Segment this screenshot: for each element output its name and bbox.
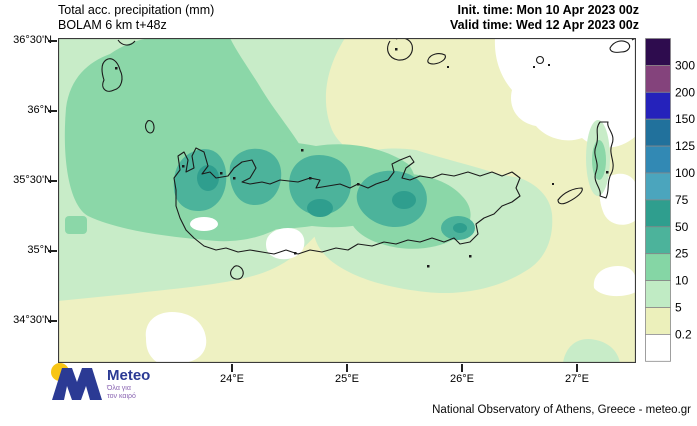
lon-tick-mark: [576, 364, 578, 372]
colorbar-swatch: [645, 64, 671, 93]
title-line-1: Total acc. precipitation (mm): [58, 3, 215, 17]
precip-region-below-0.2mm: [599, 173, 636, 225]
colorbar-swatch: [645, 253, 671, 281]
lat-tick-label: 36°N: [27, 104, 52, 116]
colorbar-label: 100: [675, 166, 695, 180]
lon-tick-mark: [461, 364, 463, 372]
colorbar-label: 5: [675, 301, 682, 315]
precip-region-25-50mm: [229, 148, 282, 206]
precip-region-10-25mm: [65, 216, 87, 234]
lon-tick-label: 25°E: [335, 373, 359, 385]
lat-tick-mark: [48, 320, 57, 322]
colorbar-swatch: [645, 172, 671, 201]
precip-region-below-0.2mm: [593, 266, 636, 297]
lon-tick-label: 27°E: [565, 373, 589, 385]
precip-region-below-0.2mm: [145, 312, 207, 363]
colorbar-swatch: [645, 333, 671, 362]
precip-region-25-50mm: [289, 154, 352, 215]
colorbar-swatch: [645, 91, 671, 120]
crete-coastline: [173, 147, 521, 255]
colorbar-label: 300: [675, 58, 695, 72]
colorbar-label: 0.2: [675, 327, 692, 341]
colorbar-label: 10: [675, 274, 689, 288]
logo-brand-text: Meteo: [107, 367, 150, 384]
map-frame: [58, 38, 636, 363]
colorbar-swatch: [645, 199, 671, 228]
lat-tick-mark: [48, 180, 57, 182]
map-point-markers: [115, 48, 609, 268]
lat-tick-label: 35°N: [27, 244, 52, 256]
init-time: Init. time: Mon 10 Apr 2023 00z: [457, 3, 639, 17]
lat-tick-mark: [48, 250, 57, 252]
valid-time: Valid time: Wed 12 Apr 2023 00z: [450, 18, 639, 32]
map-title: Total acc. precipitation (mm) BOLAM 6 km…: [58, 3, 214, 33]
colorbar-label: 150: [675, 112, 695, 126]
small-island: [609, 40, 631, 53]
precip-region-5-10mm: [563, 338, 620, 363]
precip-region-50-75mm: [392, 191, 416, 209]
logo-m-icon: [52, 368, 102, 400]
colorbar-swatch: [645, 38, 671, 66]
logo-tagline-line2: τον καιρό: [107, 392, 136, 400]
small-island: [145, 120, 155, 134]
lon-tick-mark: [231, 364, 233, 372]
lat-tick-mark: [48, 40, 57, 42]
colorbar-swatch: [645, 118, 671, 147]
lon-tick-mark: [346, 364, 348, 372]
colorbar-swatch: [645, 280, 671, 308]
small-island: [427, 53, 446, 65]
lat-tick-label: 35°30'N: [13, 174, 52, 186]
lat-tick-label: 36°30'N: [13, 34, 52, 46]
run-times: Init. time: Mon 10 Apr 2023 00z Valid ti…: [450, 3, 639, 33]
colorbar-label: 25: [675, 247, 689, 261]
small-island: [535, 55, 545, 65]
precip-region-below-0.2mm: [494, 38, 636, 148]
lon-tick-label: 26°E: [450, 373, 474, 385]
precipitation-map: [58, 38, 636, 363]
title-line-2: BOLAM 6 km t+48z: [58, 18, 167, 32]
gavdos-island: [230, 265, 244, 280]
colorbar-label: 125: [675, 139, 695, 153]
small-island: [117, 39, 136, 46]
credit-text: National Observatory of Athens, Greece -…: [432, 404, 691, 416]
milos-island: [101, 58, 123, 92]
karpathos-island: [594, 121, 614, 199]
lat-tick-mark: [48, 110, 57, 112]
precip-region-50-75mm: [307, 199, 333, 217]
meteo-logo: Meteo Όλα για τον καιρό: [51, 363, 150, 400]
precip-region-50-75mm: [453, 223, 467, 233]
precip-region-10-25mm: [592, 140, 606, 180]
lat-tick-label: 34°30'N: [13, 314, 52, 326]
precip-region-below-0.2mm: [190, 217, 218, 231]
colorbar-swatch: [645, 145, 671, 174]
colorbar-swatch: [645, 226, 671, 255]
kasos-island: [557, 187, 583, 205]
logo-tagline-line1: Όλα για: [106, 385, 131, 392]
colorbar-label: 200: [675, 85, 695, 99]
colorbar-label: 50: [675, 220, 689, 234]
precip-region-below-0.2mm: [266, 228, 305, 260]
lon-tick-label: 24°E: [220, 373, 244, 385]
colorbar-swatch: [645, 307, 671, 335]
colorbar: 300 200 150 125 100 75 50 25 10 5 0.2: [645, 38, 695, 362]
colorbar-label: 75: [675, 193, 689, 207]
precip-region-50-75mm: [197, 165, 219, 191]
